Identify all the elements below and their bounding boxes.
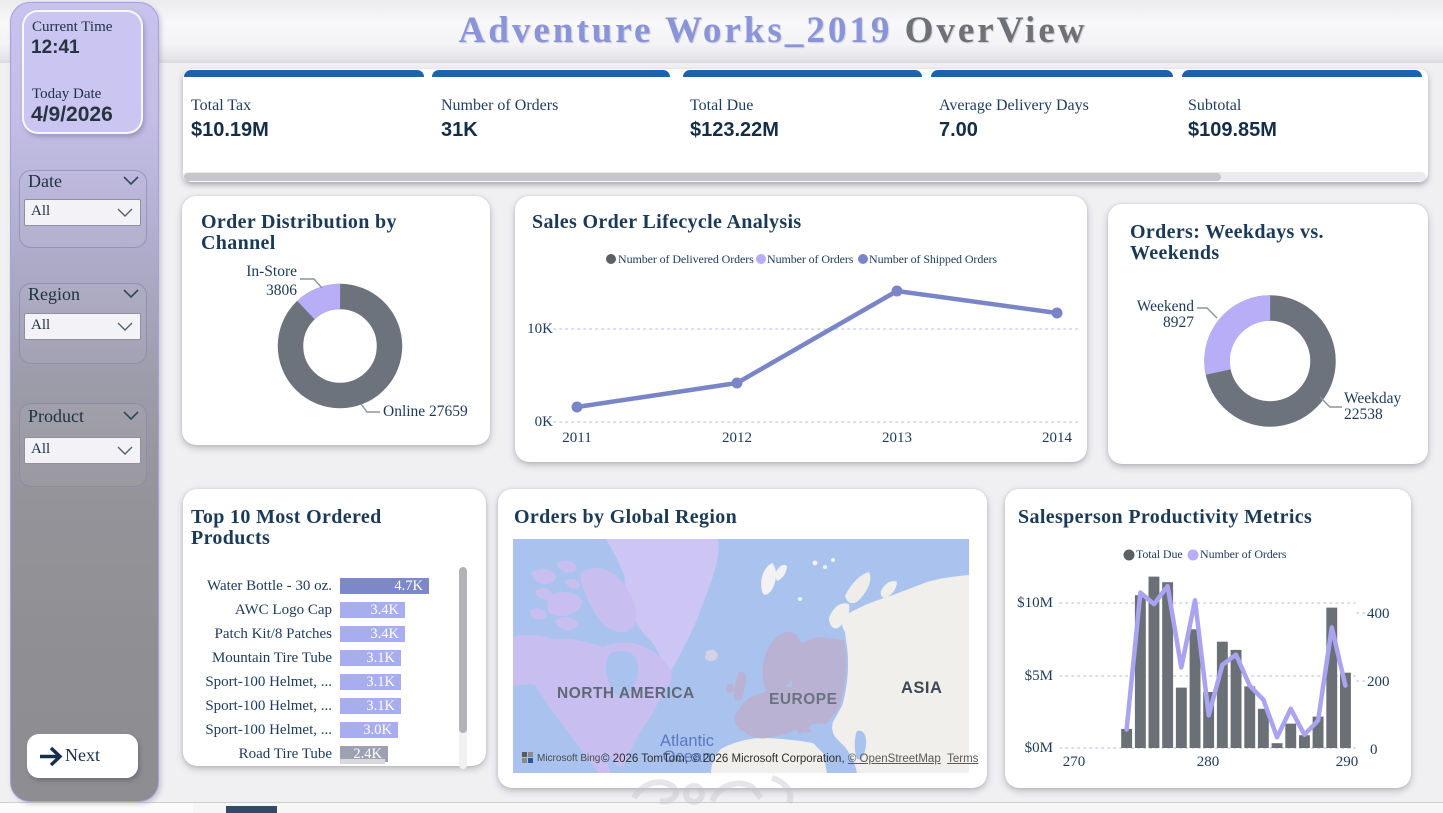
svg-text:Atlantic: Atlantic [660, 732, 714, 750]
svg-text:Ocean: Ocean [663, 748, 712, 766]
svg-text:NORTH AMERICA: NORTH AMERICA [557, 685, 695, 702]
svg-text:EUROPE: EUROPE [769, 691, 837, 708]
svg-text:ASIA: ASIA [901, 679, 942, 697]
